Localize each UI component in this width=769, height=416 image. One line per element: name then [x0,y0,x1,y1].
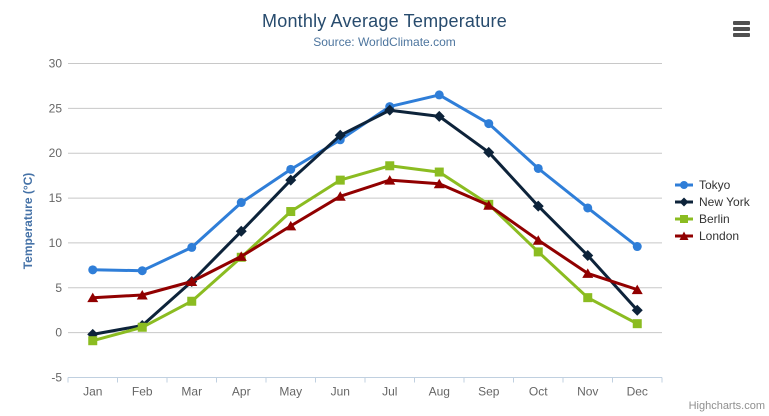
data-point-berlin[interactable] [137,322,147,332]
data-point-new-york[interactable] [532,200,544,212]
legend-marker-london [675,231,693,240]
y-axis-label: 10 [49,236,63,250]
data-point-london[interactable] [285,220,297,231]
legend-marker-new-york [675,197,693,206]
x-axis-label: Jan [83,385,102,399]
data-point-tokyo[interactable] [88,265,98,275]
series-line-berlin[interactable] [91,164,639,343]
y-axis-title: Temperature (°C) [21,172,35,270]
diamond-icon [679,197,689,206]
hamburger-menu-icon[interactable] [733,21,750,37]
legend: Tokyo New York Berlin London [674,176,750,244]
data-point-tokyo[interactable] [484,119,494,129]
data-point-tokyo[interactable] [583,203,593,213]
legend-label: Berlin [699,211,730,226]
data-point-new-york[interactable] [631,304,643,316]
data-point-tokyo[interactable] [286,164,296,174]
circle-icon [680,180,688,189]
y-axis-label: 0 [55,326,62,340]
x-axis-label: Jul [382,385,397,399]
data-point-london[interactable] [136,289,148,300]
data-point-new-york[interactable] [483,146,495,158]
legend-item-new-york[interactable]: New York [674,193,750,210]
data-point-berlin[interactable] [187,296,197,306]
legend-item-berlin[interactable]: Berlin [674,210,750,227]
data-point-berlin[interactable] [632,319,642,329]
data-point-london[interactable] [433,178,445,189]
data-point-tokyo[interactable] [137,266,147,276]
data-point-berlin[interactable] [385,161,395,171]
chart-subtitle: Source: WorldClimate.com [313,35,456,49]
data-point-new-york[interactable] [285,174,297,186]
data-point-new-york[interactable] [235,225,247,237]
series-line-london[interactable] [91,178,639,300]
data-point-london[interactable] [235,251,247,261]
x-axis-label: Mar [181,385,202,399]
data-point-tokyo[interactable] [632,242,642,252]
data-point-london[interactable] [483,200,495,210]
data-point-tokyo[interactable] [187,242,197,252]
x-axis-label: Dec [627,385,648,399]
chart-title: Monthly Average Temperature [262,11,507,31]
data-point-new-york[interactable] [582,249,594,261]
data-point-tokyo[interactable] [236,198,246,208]
legend-label: London [699,228,740,243]
data-point-berlin[interactable] [88,336,98,346]
x-axis-label: Jun [331,385,350,399]
legend-marker-berlin [675,214,693,223]
data-point-new-york[interactable] [433,110,445,122]
data-point-tokyo[interactable] [434,90,444,100]
data-point-new-york[interactable] [334,129,346,141]
y-axis-label: -5 [51,371,62,385]
data-point-berlin[interactable] [335,175,345,185]
y-axis-label: 30 [49,57,63,71]
data-point-london[interactable] [186,276,198,287]
data-point-london[interactable] [87,292,99,303]
data-point-berlin[interactable] [533,247,543,257]
x-axis-label: Sep [478,385,500,399]
menu-bar [733,33,750,37]
x-axis-label: May [279,385,302,399]
y-axis-label: 15 [49,191,63,205]
x-axis-label: Apr [232,385,251,399]
legend-marker-tokyo [675,180,693,189]
data-point-new-york[interactable] [384,104,396,116]
menu-bar [733,27,750,31]
data-point-london[interactable] [384,175,396,185]
legend-label: Tokyo [699,177,731,192]
legend-item-london[interactable]: London [674,227,750,244]
y-axis-label: 25 [49,101,63,115]
legend-label: New York [699,194,750,209]
credits-link[interactable]: Highcharts.com [688,400,765,412]
menu-bar [733,21,750,25]
data-point-berlin[interactable] [434,167,444,177]
triangle-icon [679,231,689,240]
data-point-london[interactable] [582,268,594,278]
legend-item-tokyo[interactable]: Tokyo [674,176,750,193]
data-point-berlin[interactable] [583,293,593,303]
y-axis-label: 20 [49,146,63,160]
data-point-london[interactable] [532,235,544,245]
data-point-london[interactable] [631,284,643,295]
y-axis-label: 5 [55,281,62,295]
x-axis-label: Nov [577,385,598,399]
data-point-london[interactable] [334,191,346,201]
x-axis-label: Oct [529,385,548,399]
x-axis-label: Aug [429,385,450,399]
data-point-tokyo[interactable] [533,163,543,173]
data-point-berlin[interactable] [286,207,296,217]
x-axis-label: Feb [132,385,153,399]
series-line-new-york[interactable] [91,108,639,336]
square-icon [680,214,688,223]
